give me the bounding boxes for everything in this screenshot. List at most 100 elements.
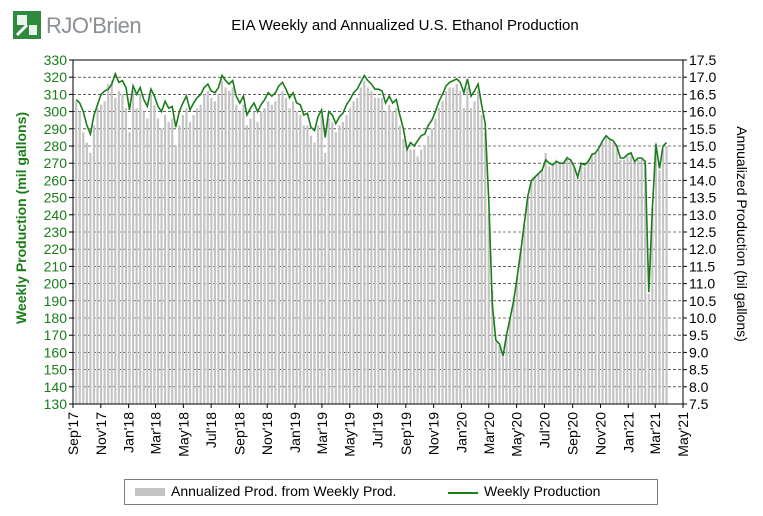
right-tick-label: 15.5	[689, 121, 716, 137]
bar	[480, 115, 483, 404]
bar	[366, 87, 369, 405]
bar	[231, 87, 234, 405]
bar	[448, 87, 451, 405]
bar	[555, 159, 558, 404]
legend-line-swatch	[448, 492, 478, 494]
bar	[441, 101, 444, 404]
right-tick-label: 12.0	[689, 241, 716, 257]
bar	[469, 108, 473, 404]
bar	[341, 121, 345, 405]
bar	[580, 163, 583, 404]
right-tick-label: 9.0	[689, 344, 709, 360]
bar	[114, 97, 117, 404]
x-axis-ticks: Sep'17 Nov'17 Jan'18 Mar'18 May'18 Jul'18 Sep'…	[65, 404, 691, 457]
right-tick-label: 13.5	[689, 190, 716, 206]
bar	[263, 108, 266, 404]
left-tick-label: 260	[44, 172, 68, 188]
x-tick-label: Sep'20	[565, 412, 581, 455]
bar	[455, 84, 458, 404]
bar	[516, 276, 519, 404]
left-tick-label: 310	[44, 86, 68, 102]
x-tick-label: Jan'21	[620, 412, 636, 453]
bar	[121, 94, 124, 405]
x-tick-label: May'21	[675, 412, 691, 457]
bar	[391, 111, 394, 404]
bar	[313, 142, 316, 404]
left-tick-label: 320	[44, 69, 68, 85]
bar	[299, 115, 302, 404]
bar	[412, 149, 416, 404]
right-tick-label: 12.5	[689, 224, 716, 240]
bar	[601, 142, 604, 404]
right-axis-ticks: 7.58.08.59.09.510.010.511.011.512.012.51…	[683, 52, 716, 412]
bar	[142, 111, 145, 404]
bar	[619, 159, 622, 404]
bar	[473, 101, 476, 404]
bar	[242, 104, 245, 404]
bar	[629, 156, 633, 404]
bar	[213, 101, 217, 404]
rjo-brien-logo: RJO'Brien	[12, 10, 152, 44]
bar	[203, 94, 206, 405]
right-tick-label: 17.0	[689, 69, 716, 85]
bar	[256, 121, 259, 405]
bar	[558, 163, 561, 404]
right-tick-label: 10.5	[689, 293, 716, 309]
bar	[327, 118, 330, 404]
bar	[505, 335, 508, 404]
x-tick-label: Jul'19	[370, 412, 386, 448]
left-tick-label: 230	[44, 224, 68, 240]
bar	[228, 90, 231, 405]
right-tick-label: 13.0	[689, 207, 716, 223]
bar	[252, 111, 256, 404]
x-tick-label: Sep'19	[398, 412, 414, 455]
bar	[405, 149, 409, 404]
x-tick-label: Sep'17	[65, 412, 81, 455]
right-tick-label: 9.5	[689, 327, 709, 343]
bar	[295, 111, 298, 404]
right-tick-label: 17.5	[689, 52, 716, 68]
bar	[569, 159, 572, 404]
bar	[594, 152, 597, 404]
bar-series-annualized	[75, 80, 668, 405]
left-tick-label: 330	[44, 52, 68, 68]
x-tick-label: May'19	[342, 412, 358, 457]
right-tick-label: 14.0	[689, 172, 716, 188]
left-tick-label: 250	[44, 190, 68, 206]
bar	[501, 355, 505, 404]
bar	[359, 87, 362, 405]
bar	[551, 163, 554, 404]
bar	[82, 132, 85, 405]
bar	[640, 159, 643, 404]
bar	[484, 132, 487, 405]
bar	[402, 139, 405, 404]
bar	[388, 104, 391, 404]
line-series-weekly	[75, 71, 668, 357]
left-tick-label: 130	[44, 396, 68, 412]
bar	[437, 108, 441, 404]
bar	[452, 87, 455, 405]
bar	[92, 125, 96, 405]
bar	[131, 90, 135, 405]
bar	[192, 115, 195, 404]
bar	[530, 180, 533, 404]
bar	[320, 115, 323, 404]
bar	[409, 149, 412, 404]
right-tick-label: 7.5	[689, 396, 709, 412]
bar	[78, 111, 81, 404]
bar	[597, 149, 601, 404]
bar	[647, 293, 650, 404]
left-tick-label: 160	[44, 344, 68, 360]
bar	[217, 94, 220, 405]
bar	[89, 152, 92, 404]
bar	[608, 139, 611, 404]
bar	[135, 108, 138, 404]
bar	[661, 149, 665, 404]
bar	[107, 84, 110, 404]
bar	[338, 125, 341, 405]
bar	[548, 166, 551, 404]
bar	[117, 90, 120, 405]
bar	[235, 104, 238, 404]
left-tick-label: 220	[44, 241, 68, 257]
left-tick-label: 280	[44, 138, 68, 154]
